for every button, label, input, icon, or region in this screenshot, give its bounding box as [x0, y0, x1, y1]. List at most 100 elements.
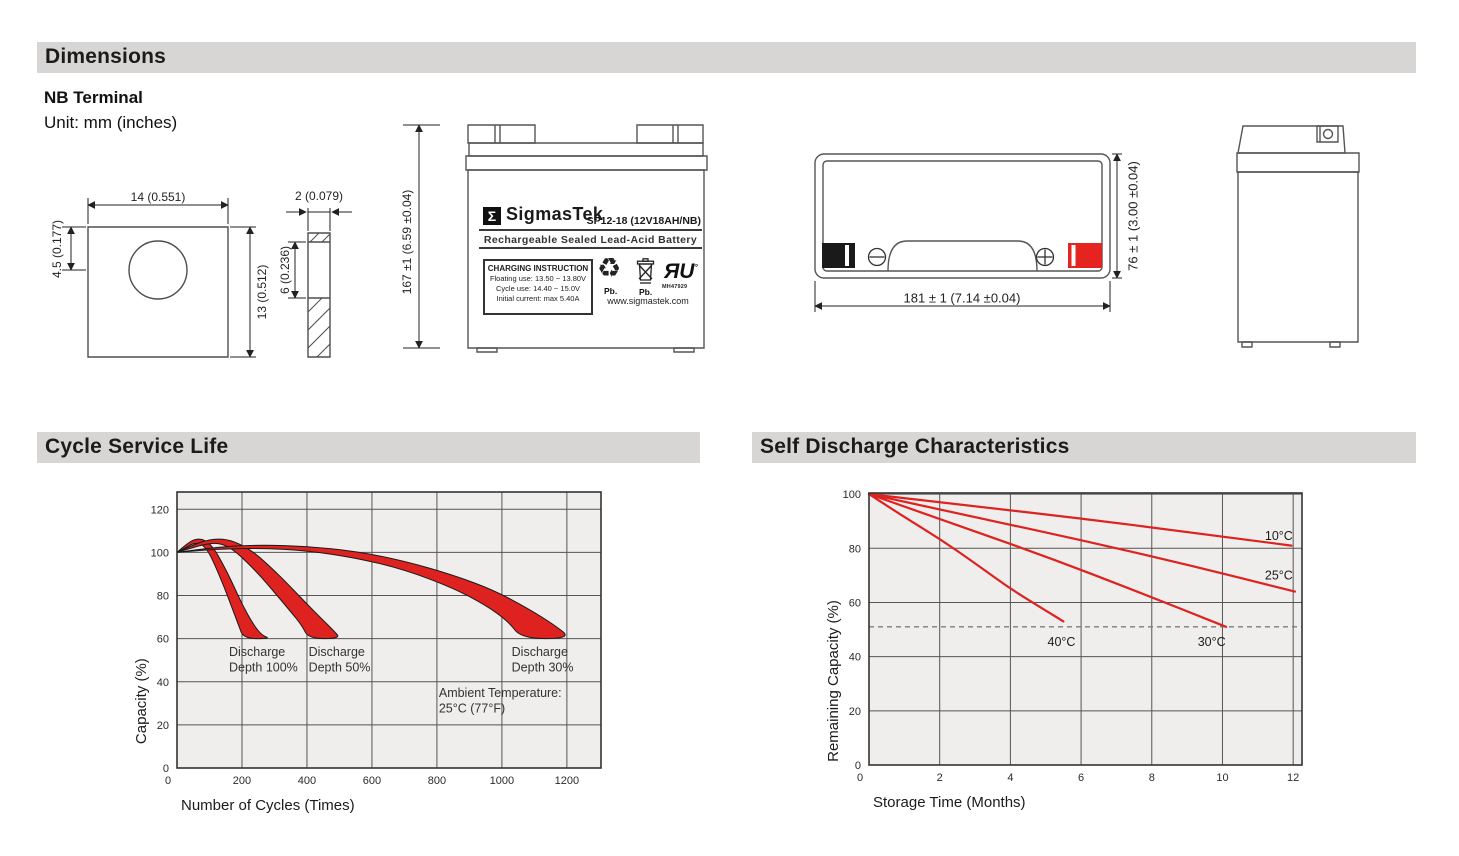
x-tick-label: 0	[857, 772, 863, 784]
label-divider	[479, 229, 702, 231]
brand-logo-icon: Σ	[483, 207, 501, 225]
annotation: Discharge	[229, 645, 285, 659]
crossed-bin-pb-icon	[636, 258, 655, 284]
band-2	[176, 544, 566, 640]
x-tick-label: 8	[1149, 772, 1155, 784]
dimensions-title: Dimensions	[45, 45, 167, 68]
x-tick-label: 4	[1007, 772, 1013, 784]
label-divider	[479, 247, 702, 249]
charging-line-cycle: Cycle use: 14.40 ~ 15.0V	[495, 284, 580, 293]
front-view-drawing	[400, 124, 730, 370]
x-axis-label: Storage Time (Months)	[873, 794, 1026, 811]
ul-recognized-icon: ЯU°	[664, 260, 698, 283]
recycle-pb-icon: ♻	[597, 253, 622, 284]
top-view-dimensions	[814, 153, 1122, 312]
battery-front-outline	[466, 125, 707, 352]
y-tick-label: 60	[157, 634, 169, 646]
dim-battery-height: 167 ±1 (6.59 ±0.04)	[400, 189, 414, 295]
annotation: Ambient Temperature:	[439, 686, 562, 700]
charging-title: CHARGING INSTRUCTION	[487, 264, 589, 273]
dim-battery-depth: 76 ± 1 (3.00 ±0.04)	[1125, 161, 1141, 271]
plot-border	[176, 491, 602, 769]
height-dimension	[403, 124, 440, 349]
series-label: 25°C	[1265, 568, 1293, 582]
y-tick-label: 100	[843, 489, 861, 501]
series-line-3	[867, 493, 1065, 623]
x-tick-label: 1000	[490, 775, 514, 787]
negative-terminal-marker	[822, 243, 855, 268]
series-label: 10°C	[1265, 529, 1293, 543]
y-tick-label: 60	[849, 597, 861, 609]
positive-post-icon	[1037, 249, 1054, 266]
self-discharge-header-bar: Self Discharge Characteristics	[752, 432, 1416, 463]
y-tick-label: 40	[849, 652, 861, 664]
x-tick-label: 1200	[555, 775, 579, 787]
series-label: 30°C	[1198, 635, 1226, 649]
series-line-2	[867, 493, 1228, 628]
y-tick-label: 100	[151, 547, 169, 559]
self-discharge-title: Self Discharge Characteristics	[760, 435, 1070, 458]
annotation: Discharge	[309, 645, 365, 659]
terminal-detail-drawing	[40, 180, 360, 368]
battery-subtitle: Rechargeable Sealed Lead-Acid Battery	[483, 234, 698, 246]
charging-line-floating: Floating use: 13.50 ~ 13.80V	[489, 274, 587, 283]
battery-side-outline	[1237, 126, 1359, 347]
series-line-1	[867, 493, 1296, 593]
annotation: Depth 50%	[309, 660, 371, 674]
x-tick-label: 0	[165, 775, 171, 787]
x-tick-label: 12	[1287, 772, 1299, 784]
hatching	[300, 230, 338, 368]
dim-plate-thickness: 2 (0.079)	[294, 189, 344, 203]
self-discharge-chart: 10°C 25°C 30°C 40°C 0 2 4 6 8 10 12 0 20 40 60 80 100 Sto…	[825, 489, 1303, 811]
cycle-header-bar: Cycle Service Life	[37, 432, 700, 463]
dim-battery-length: 181 ± 1 (7.14 ±0.04)	[903, 290, 1021, 306]
x-tick-label: 200	[233, 775, 251, 787]
x-tick-label: 400	[298, 775, 316, 787]
y-tick-label: 80	[157, 591, 169, 603]
y-tick-label: 120	[151, 504, 169, 516]
y-tick-label: 20	[849, 706, 861, 718]
annotation: Depth 30%	[512, 660, 574, 674]
series-line-0	[867, 493, 1293, 547]
dim-hole-offset: 4.5 (0.177)	[50, 219, 64, 279]
negative-post-icon	[869, 249, 886, 266]
recycle-pb-caption: Pb.	[604, 286, 618, 296]
charging-instruction-box: CHARGING INSTRUCTION Floating use: 13.50…	[483, 259, 593, 315]
y-tick-label: 40	[157, 677, 169, 689]
x-tick-label: 6	[1078, 772, 1084, 784]
x-tick-label: 10	[1216, 772, 1228, 784]
charging-line-initial: Initial current: max 5.40A	[496, 294, 580, 303]
y-axis-label: Remaining Capacity (%)	[825, 600, 842, 762]
dimensions-header-bar: Dimensions	[37, 42, 1416, 73]
series-label: 40°C	[1048, 635, 1076, 649]
top-view-drawing	[814, 153, 1160, 330]
dim-plate-width: 14 (0.551)	[130, 190, 186, 204]
cycle-title: Cycle Service Life	[45, 435, 229, 458]
x-tick-label: 800	[428, 775, 446, 787]
model-number: SP12-18 (12V18AH/NB)	[586, 215, 701, 227]
terminals	[822, 243, 1102, 268]
terminal-type-title: NB Terminal	[44, 88, 143, 107]
annotation: Discharge	[512, 645, 568, 659]
y-tick-label: 0	[855, 760, 861, 772]
annotation: Depth 100%	[229, 660, 298, 674]
brand-name: SigmasTek	[506, 204, 604, 224]
ul-file-number: MH47929	[662, 284, 688, 290]
dim-plate-height: 13 (0.512)	[255, 264, 269, 320]
battery-top-outline	[815, 154, 1110, 278]
plot-border	[868, 492, 1303, 766]
cycle-service-life-chart: 0 200 400 600 800 1000 1200 0 20 40 60 80 100 120 Disc…	[133, 491, 602, 814]
dimension-lines	[62, 198, 352, 358]
x-tick-label: 600	[363, 775, 381, 787]
y-tick-label: 20	[157, 720, 169, 732]
terminal-plate-outline	[88, 227, 330, 357]
x-axis-label: Number of Cycles (Times)	[181, 797, 355, 814]
website-url: www.sigmastek.com	[607, 296, 689, 306]
side-view-drawing	[1225, 110, 1365, 360]
annotation: 25°C (77°F)	[439, 701, 505, 715]
unit-note: Unit: mm (inches)	[44, 113, 178, 132]
bin-pb-caption: Pb.	[639, 287, 653, 297]
x-tick-label: 2	[937, 772, 943, 784]
dim-slot-height: 6 (0.236)	[278, 245, 292, 295]
